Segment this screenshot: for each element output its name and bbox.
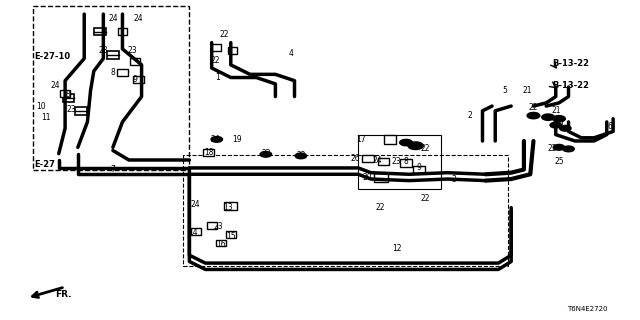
Bar (33, 6, 189, 170)
Text: 21: 21 (522, 86, 532, 95)
Circle shape (559, 125, 571, 131)
Bar (118, 28, 127, 35)
Text: 4: 4 (289, 49, 294, 58)
Bar (216, 240, 227, 246)
Text: 9: 9 (417, 164, 421, 172)
Bar (413, 166, 424, 173)
Text: 8: 8 (404, 157, 408, 166)
Text: 24: 24 (108, 14, 118, 23)
Text: 24: 24 (51, 81, 60, 90)
Text: 6: 6 (607, 122, 612, 131)
Bar (225, 202, 237, 210)
Text: 23: 23 (99, 46, 108, 55)
Circle shape (295, 153, 307, 159)
Circle shape (563, 146, 574, 152)
Bar (107, 51, 118, 59)
Text: 22: 22 (548, 144, 557, 153)
Circle shape (408, 142, 423, 149)
Text: 17: 17 (356, 135, 366, 144)
Text: E-27-10: E-27-10 (35, 52, 70, 61)
Text: 18: 18 (204, 148, 213, 156)
Text: 25: 25 (554, 119, 564, 128)
Bar (358, 135, 441, 188)
Circle shape (552, 116, 565, 122)
Text: 24: 24 (372, 156, 382, 164)
Text: 22: 22 (261, 149, 271, 158)
Text: 9: 9 (132, 75, 138, 84)
Circle shape (541, 114, 554, 120)
Bar (378, 158, 390, 165)
Circle shape (211, 137, 223, 142)
Text: 20: 20 (363, 173, 372, 182)
Bar (211, 44, 221, 51)
Text: 23: 23 (67, 105, 76, 114)
Text: T6N4E2720: T6N4E2720 (568, 306, 608, 312)
Text: B-13-22: B-13-22 (552, 59, 589, 68)
Text: 13: 13 (223, 203, 232, 212)
Text: 25: 25 (554, 157, 564, 166)
Text: 7: 7 (111, 165, 115, 174)
Bar (362, 155, 374, 162)
Circle shape (553, 144, 564, 150)
Bar (228, 47, 237, 54)
Bar (374, 173, 388, 182)
Bar (226, 231, 236, 238)
Text: E-27: E-27 (35, 160, 56, 169)
Text: 5: 5 (502, 86, 508, 95)
Text: 16: 16 (216, 240, 226, 249)
Text: 8: 8 (66, 91, 70, 100)
Text: 22: 22 (296, 151, 306, 160)
Text: 22: 22 (376, 203, 385, 212)
Text: 24: 24 (134, 14, 143, 23)
Bar (207, 221, 217, 228)
Text: 22: 22 (420, 144, 430, 153)
Text: 14: 14 (188, 228, 197, 237)
Bar (132, 76, 144, 83)
Text: 24: 24 (191, 200, 200, 209)
Text: FR.: FR. (56, 290, 72, 299)
Bar (63, 94, 74, 102)
Text: 15: 15 (226, 232, 236, 241)
Text: 21: 21 (551, 106, 561, 115)
Bar (191, 228, 201, 235)
Circle shape (260, 151, 271, 157)
Text: 23: 23 (127, 46, 137, 55)
Text: 3: 3 (451, 174, 456, 184)
Text: 22: 22 (420, 194, 430, 203)
Bar (116, 69, 128, 76)
Text: 1: 1 (216, 73, 220, 82)
Text: B-13-22: B-13-22 (552, 81, 589, 90)
Text: 11: 11 (41, 113, 51, 122)
Circle shape (399, 140, 412, 146)
Bar (400, 159, 412, 167)
Bar (95, 28, 106, 36)
Text: 12: 12 (392, 244, 401, 253)
Text: 24: 24 (210, 135, 220, 144)
Text: 23: 23 (392, 157, 401, 166)
Text: 8: 8 (111, 68, 115, 77)
Text: 22: 22 (210, 56, 220, 65)
Text: 2: 2 (467, 111, 472, 120)
Text: 19: 19 (232, 135, 242, 144)
Text: 10: 10 (36, 101, 45, 111)
Bar (131, 58, 140, 65)
Bar (384, 135, 396, 144)
Bar (76, 107, 87, 115)
Text: 26: 26 (350, 154, 360, 163)
Bar (183, 155, 508, 266)
Bar (60, 90, 70, 97)
Text: 22: 22 (529, 103, 538, 112)
Circle shape (527, 112, 540, 119)
Text: 22: 22 (220, 30, 229, 39)
Text: 23: 23 (213, 222, 223, 231)
Circle shape (550, 122, 561, 128)
Bar (203, 148, 214, 156)
